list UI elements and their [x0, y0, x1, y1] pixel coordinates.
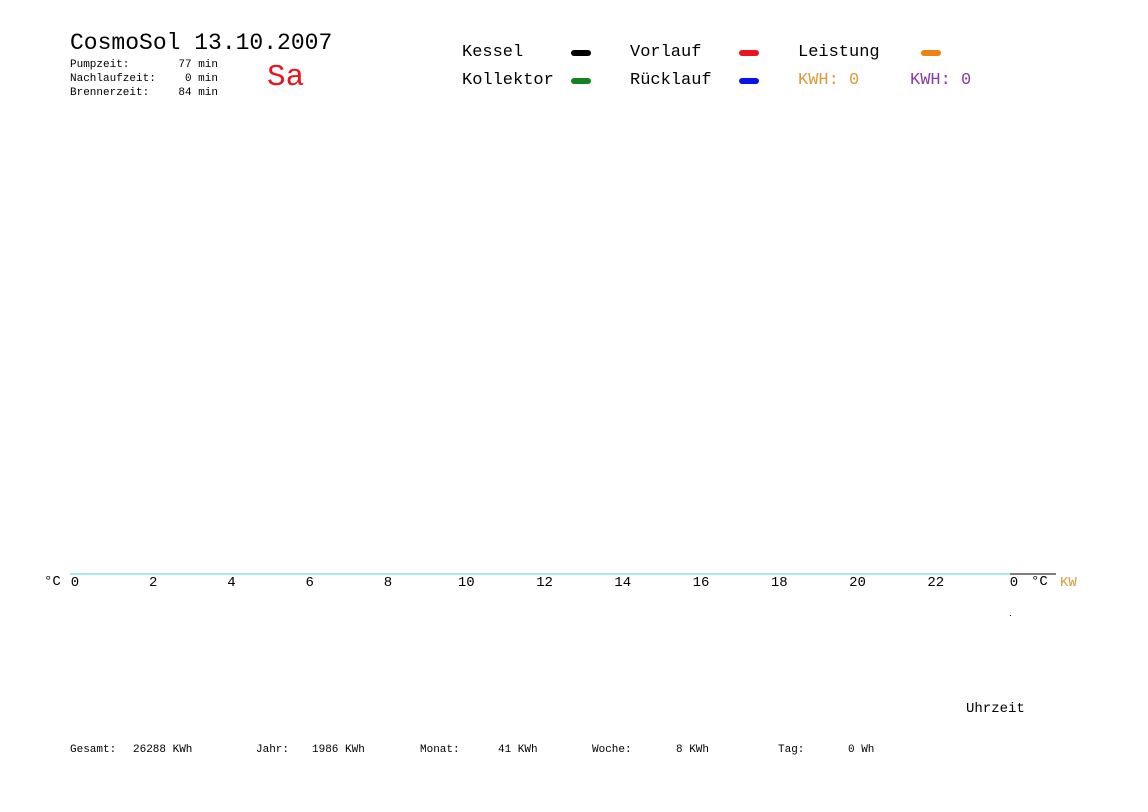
nachlaufzeit-label: Nachlaufzeit:	[70, 73, 156, 85]
x-tick-label: 22	[927, 575, 945, 591]
monat-label: Monat:	[420, 744, 460, 756]
pumpzeit-value: 77 min	[178, 59, 218, 71]
right-axis-unit: °C	[1031, 574, 1048, 590]
x-axis-label: Uhrzeit	[966, 701, 1025, 717]
monat-value: 41 KWh	[498, 744, 538, 756]
x-tick-label: 6	[305, 575, 314, 591]
kwh-purple-readout: KWH: 0	[910, 71, 972, 90]
x-tick-label: 2	[149, 575, 158, 591]
x-tick-label: 0	[1009, 575, 1019, 591]
x-tick-label: 4	[227, 575, 236, 591]
x-tick-label: 18	[770, 575, 788, 591]
x-tick-label: 12	[536, 575, 553, 591]
legend-ruecklauf-label: Rücklauf	[630, 71, 712, 90]
legend-vorlauf-label: Vorlauf	[630, 43, 702, 62]
legend-kessel-swatch	[571, 50, 591, 56]
right-axis-unit-kw: KW	[1060, 575, 1077, 591]
weekday-label: Sa	[267, 60, 305, 95]
legend-leistung-label: Leistung	[798, 43, 880, 62]
brennerzeit-value: 84 min	[178, 87, 218, 99]
jahr-value: 1986 KWh	[312, 744, 365, 756]
nachlaufzeit-value: 0 min	[184, 73, 218, 85]
gesamt-value: 26288 KWh	[133, 744, 193, 756]
legend-vorlauf-swatch	[739, 50, 759, 56]
x-tick-label: 10	[457, 575, 475, 591]
jahr-label: Jahr:	[256, 744, 290, 756]
kwh-orange-readout: KWH: 0	[798, 71, 860, 90]
x-tick-label: 20	[849, 575, 866, 591]
gesamt-label: Gesamt:	[70, 744, 117, 756]
tag-label: Tag:	[778, 744, 805, 756]
legend-ruecklauf-swatch	[739, 78, 759, 84]
woche-label: Woche:	[592, 744, 632, 756]
x-tick-label: 14	[614, 575, 632, 591]
x-tick-label: 16	[692, 575, 710, 591]
legend-kessel-label: Kessel	[462, 43, 524, 62]
legend-kollektor-label: Kollektor	[462, 71, 554, 90]
marker-dot	[1010, 615, 1011, 616]
pumpzeit-label: Pumpzeit:	[70, 59, 130, 71]
left-axis-unit: °C	[44, 574, 61, 590]
brennerzeit-label: Brennerzeit:	[70, 87, 150, 99]
page-title: CosmoSol 13.10.2007	[70, 30, 333, 56]
legend-kollektor-swatch	[571, 78, 591, 84]
x-tick-label: 0	[70, 575, 80, 591]
tag-value: 0 Wh	[848, 744, 875, 756]
woche-value: 8 KWh	[676, 744, 710, 756]
legend-leistung-swatch	[921, 50, 941, 56]
x-tick-label: 8	[383, 575, 393, 591]
